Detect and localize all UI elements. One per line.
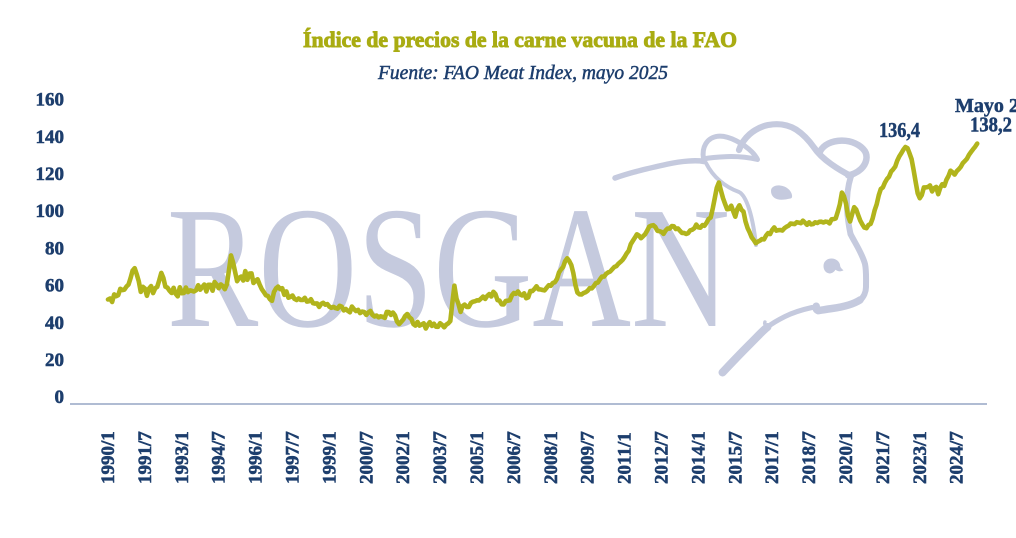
svg-text:60: 60 bbox=[45, 276, 64, 297]
svg-text:100: 100 bbox=[36, 201, 65, 222]
svg-text:2014/1: 2014/1 bbox=[688, 431, 709, 484]
svg-text:Índice de precios de la carne: Índice de precios de la carne vacuna de … bbox=[303, 27, 737, 52]
svg-text:Fuente: FAO Meat Index, mayo 2: Fuente: FAO Meat Index, mayo 2025 bbox=[377, 62, 668, 84]
svg-text:1993/1: 1993/1 bbox=[172, 431, 193, 484]
svg-text:120: 120 bbox=[36, 164, 65, 185]
svg-text:2000/7: 2000/7 bbox=[356, 431, 377, 484]
svg-text:136,4: 136,4 bbox=[879, 118, 920, 142]
svg-text:2024/7: 2024/7 bbox=[947, 431, 968, 484]
svg-text:2021/7: 2021/7 bbox=[873, 431, 894, 484]
svg-text:80: 80 bbox=[45, 238, 64, 259]
svg-text:138,2: 138,2 bbox=[970, 113, 1012, 137]
svg-text:2002/1: 2002/1 bbox=[393, 431, 414, 484]
svg-text:1990/1: 1990/1 bbox=[98, 431, 119, 484]
svg-text:ROSGAN: ROSGAN bbox=[167, 171, 730, 364]
svg-text:2006/7: 2006/7 bbox=[504, 431, 525, 484]
svg-text:1996/1: 1996/1 bbox=[246, 431, 267, 484]
svg-text:1994/7: 1994/7 bbox=[209, 431, 230, 484]
svg-text:2017/1: 2017/1 bbox=[762, 431, 783, 484]
svg-text:2009/7: 2009/7 bbox=[578, 431, 599, 484]
svg-text:40: 40 bbox=[45, 313, 64, 334]
svg-text:2015/7: 2015/7 bbox=[725, 431, 746, 484]
svg-text:2018/7: 2018/7 bbox=[799, 431, 820, 484]
svg-text:2003/7: 2003/7 bbox=[430, 431, 451, 484]
svg-text:2012/7: 2012/7 bbox=[652, 431, 673, 484]
svg-text:140: 140 bbox=[36, 127, 65, 148]
svg-text:2020/1: 2020/1 bbox=[836, 431, 857, 484]
svg-text:Mayo 25: Mayo 25 bbox=[955, 95, 1016, 117]
svg-text:2023/1: 2023/1 bbox=[910, 431, 931, 484]
svg-text:2011/1: 2011/1 bbox=[615, 432, 636, 484]
svg-text:1991/7: 1991/7 bbox=[135, 431, 156, 484]
svg-text:20: 20 bbox=[45, 350, 64, 371]
svg-text:1997/7: 1997/7 bbox=[283, 431, 304, 484]
svg-text:1999/1: 1999/1 bbox=[319, 431, 340, 484]
svg-text:2008/1: 2008/1 bbox=[541, 431, 562, 484]
svg-text:160: 160 bbox=[36, 90, 65, 111]
svg-text:0: 0 bbox=[55, 387, 65, 408]
svg-text:2005/1: 2005/1 bbox=[467, 431, 488, 484]
